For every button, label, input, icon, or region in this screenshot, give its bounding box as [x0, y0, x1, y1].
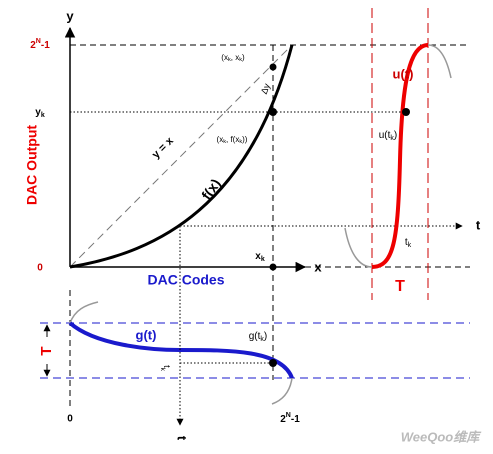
- text-part: , f(x: [226, 135, 239, 144]
- t-axis-label: t: [476, 217, 481, 232]
- u-extension: [427, 44, 452, 79]
- f-curve: [69, 44, 294, 269]
- text-part: y: [35, 107, 41, 118]
- text-part: ): [242, 53, 245, 62]
- g-extension: [69, 301, 99, 324]
- yk-label: yk: [35, 107, 45, 119]
- g-extension: [271, 377, 293, 405]
- text-part: k: [261, 256, 265, 263]
- y-max-label: 2N-1: [30, 38, 50, 51]
- u-extension: [344, 227, 373, 268]
- point: [269, 359, 277, 367]
- xk-label: xk: [255, 251, 265, 263]
- point: [402, 108, 410, 116]
- text-part: )): [242, 135, 248, 144]
- text-part: 2: [280, 414, 286, 425]
- origin-label: 0: [37, 263, 43, 274]
- text-part: N: [36, 38, 41, 45]
- point-label: (xk, xk): [221, 53, 245, 63]
- text-part: k: [159, 368, 166, 372]
- text-part: 2: [30, 40, 36, 51]
- delta-label: Δy: [259, 82, 272, 96]
- text-part: t: [405, 237, 408, 248]
- u-tk-label: u(tk): [379, 130, 398, 142]
- text-part: -1: [291, 414, 300, 425]
- x-start-label: 0: [67, 414, 73, 425]
- text-part: k: [223, 139, 226, 145]
- text-part: k: [228, 57, 231, 63]
- text-part: , x: [231, 53, 239, 62]
- text-part: u(t: [379, 130, 391, 141]
- text-part: k: [239, 57, 242, 63]
- period-label: T: [395, 278, 405, 295]
- y-axis-label: y: [66, 8, 74, 23]
- u-label: u(t): [393, 66, 414, 81]
- text-part: g(t: [249, 331, 261, 342]
- tk-label: tk: [159, 365, 171, 372]
- watermark: WeeQoo维库: [401, 429, 482, 444]
- point-label: (xk, f(xk)): [217, 135, 248, 145]
- point: [269, 108, 277, 116]
- identity-line: [69, 44, 293, 268]
- u-curve: [371, 43, 429, 269]
- text-part: ): [264, 331, 267, 342]
- text-part: ): [394, 130, 397, 141]
- text-part: x: [255, 251, 261, 262]
- x-end-label: 2N-1: [280, 412, 300, 425]
- text-part: (x: [221, 53, 228, 62]
- x-title: DAC Codes: [147, 272, 224, 288]
- text-part: N: [286, 412, 291, 419]
- text-part: -1: [41, 40, 50, 51]
- y-title: DAC Output: [24, 125, 40, 205]
- tk-label: tk: [405, 237, 412, 249]
- period-label: T: [38, 346, 55, 355]
- text-part: k: [41, 112, 45, 119]
- point: [269, 263, 277, 271]
- text-part: k: [390, 135, 394, 142]
- text-part: (x: [217, 135, 224, 144]
- text-part: k: [239, 139, 242, 145]
- text-part: k: [260, 336, 264, 343]
- text-part: k: [408, 242, 412, 249]
- g-tk-label: g(tk): [249, 331, 268, 343]
- t-axis-label: t: [175, 436, 190, 441]
- point: [269, 63, 277, 71]
- g-label: g(t): [136, 327, 157, 342]
- text-part: t: [162, 365, 172, 368]
